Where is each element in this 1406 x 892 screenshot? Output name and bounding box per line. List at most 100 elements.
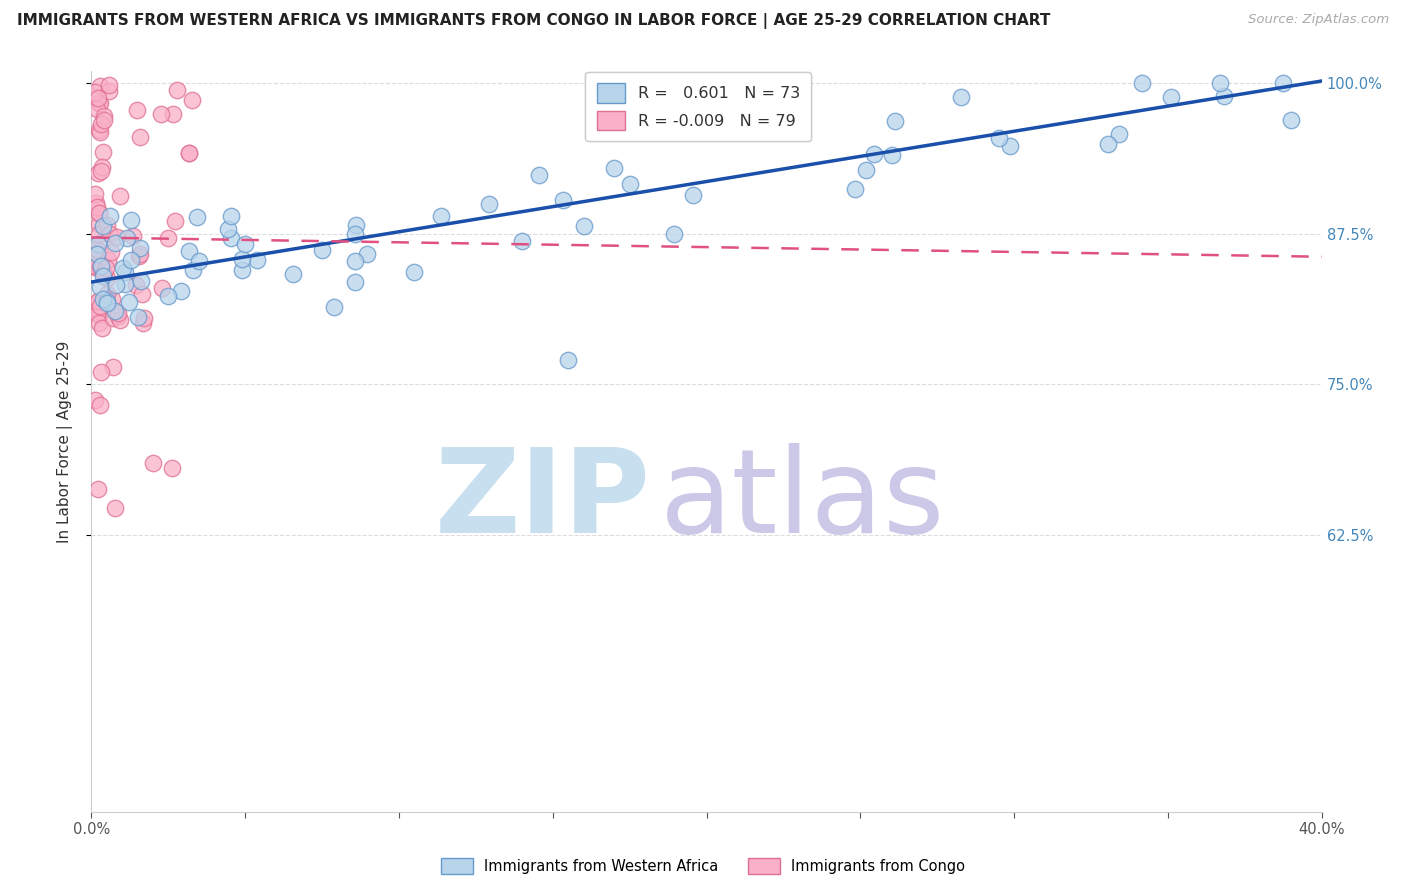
Point — [93, 109, 115, 123]
Text: atlas: atlas — [659, 443, 945, 558]
Point — [84, 196, 107, 211]
Point — [150, 107, 173, 121]
Point — [96, 296, 118, 310]
Point — [181, 263, 204, 277]
Point — [86, 307, 108, 321]
Point — [89, 260, 111, 274]
Point — [91, 145, 114, 159]
Point — [217, 222, 239, 236]
Point — [430, 209, 453, 223]
Point — [129, 130, 152, 145]
Point — [110, 188, 132, 202]
Point — [96, 294, 118, 309]
Point — [89, 279, 111, 293]
Point — [128, 250, 150, 264]
Point — [90, 164, 112, 178]
Point — [132, 316, 155, 330]
Point — [1160, 90, 1182, 104]
Point — [356, 246, 378, 260]
Point — [572, 219, 595, 233]
Point — [404, 265, 426, 279]
Point — [180, 93, 202, 107]
Point — [90, 321, 112, 335]
Point — [1130, 76, 1153, 90]
Point — [93, 266, 115, 280]
Point — [98, 227, 121, 241]
Point — [170, 284, 193, 298]
Point — [90, 365, 112, 379]
Point — [949, 90, 972, 104]
Point — [125, 278, 148, 293]
Point — [844, 182, 866, 196]
Point — [1108, 127, 1130, 141]
Point — [120, 252, 142, 267]
Point — [86, 242, 108, 256]
Point — [89, 300, 111, 314]
Point — [84, 187, 107, 202]
Point — [344, 218, 367, 232]
Point — [179, 146, 201, 161]
Point — [87, 306, 110, 320]
Point — [231, 263, 253, 277]
Point — [142, 457, 165, 471]
Point — [118, 295, 141, 310]
Point — [156, 231, 179, 245]
Point — [343, 253, 366, 268]
Point — [98, 84, 121, 98]
Point — [97, 252, 120, 267]
Point — [1272, 76, 1295, 90]
Point — [165, 213, 187, 227]
Point — [344, 275, 367, 289]
Point — [96, 287, 118, 301]
Point — [89, 316, 111, 330]
Point — [127, 310, 149, 324]
Point — [127, 103, 149, 118]
Point — [880, 148, 903, 162]
Point — [101, 311, 124, 326]
Point — [98, 78, 121, 92]
Point — [105, 230, 128, 244]
Point — [343, 227, 366, 241]
Point — [87, 206, 110, 220]
Point — [87, 122, 110, 136]
Point — [179, 146, 201, 161]
Point — [855, 163, 877, 178]
Point — [86, 102, 108, 116]
Point — [87, 294, 110, 309]
Point — [91, 219, 114, 233]
Point — [998, 139, 1021, 153]
Point — [104, 501, 127, 516]
Point — [1097, 137, 1119, 152]
Point — [104, 236, 127, 251]
Point — [111, 261, 134, 276]
Point — [162, 107, 184, 121]
Point — [527, 168, 550, 182]
Point — [101, 359, 124, 374]
Point — [98, 209, 121, 223]
Point — [89, 96, 111, 111]
Point — [322, 300, 344, 314]
Point — [91, 292, 114, 306]
Point — [115, 231, 138, 245]
Point — [104, 303, 127, 318]
Point — [89, 398, 111, 412]
Point — [131, 286, 153, 301]
Point — [510, 234, 533, 248]
Point — [557, 353, 579, 368]
Text: IMMIGRANTS FROM WESTERN AFRICA VS IMMIGRANTS FROM CONGO IN LABOR FORCE | AGE 25-: IMMIGRANTS FROM WESTERN AFRICA VS IMMIGR… — [17, 13, 1050, 29]
Point — [166, 83, 188, 97]
Point — [114, 277, 136, 291]
Point — [87, 293, 110, 308]
Point — [89, 205, 111, 219]
Point — [160, 460, 183, 475]
Point — [84, 393, 107, 408]
Point — [96, 219, 118, 233]
Point — [150, 281, 173, 295]
Point — [93, 113, 115, 128]
Point — [233, 237, 256, 252]
Point — [87, 217, 110, 231]
Text: ZIP: ZIP — [434, 443, 651, 558]
Point — [96, 261, 118, 276]
Point — [86, 201, 108, 215]
Point — [107, 309, 129, 323]
